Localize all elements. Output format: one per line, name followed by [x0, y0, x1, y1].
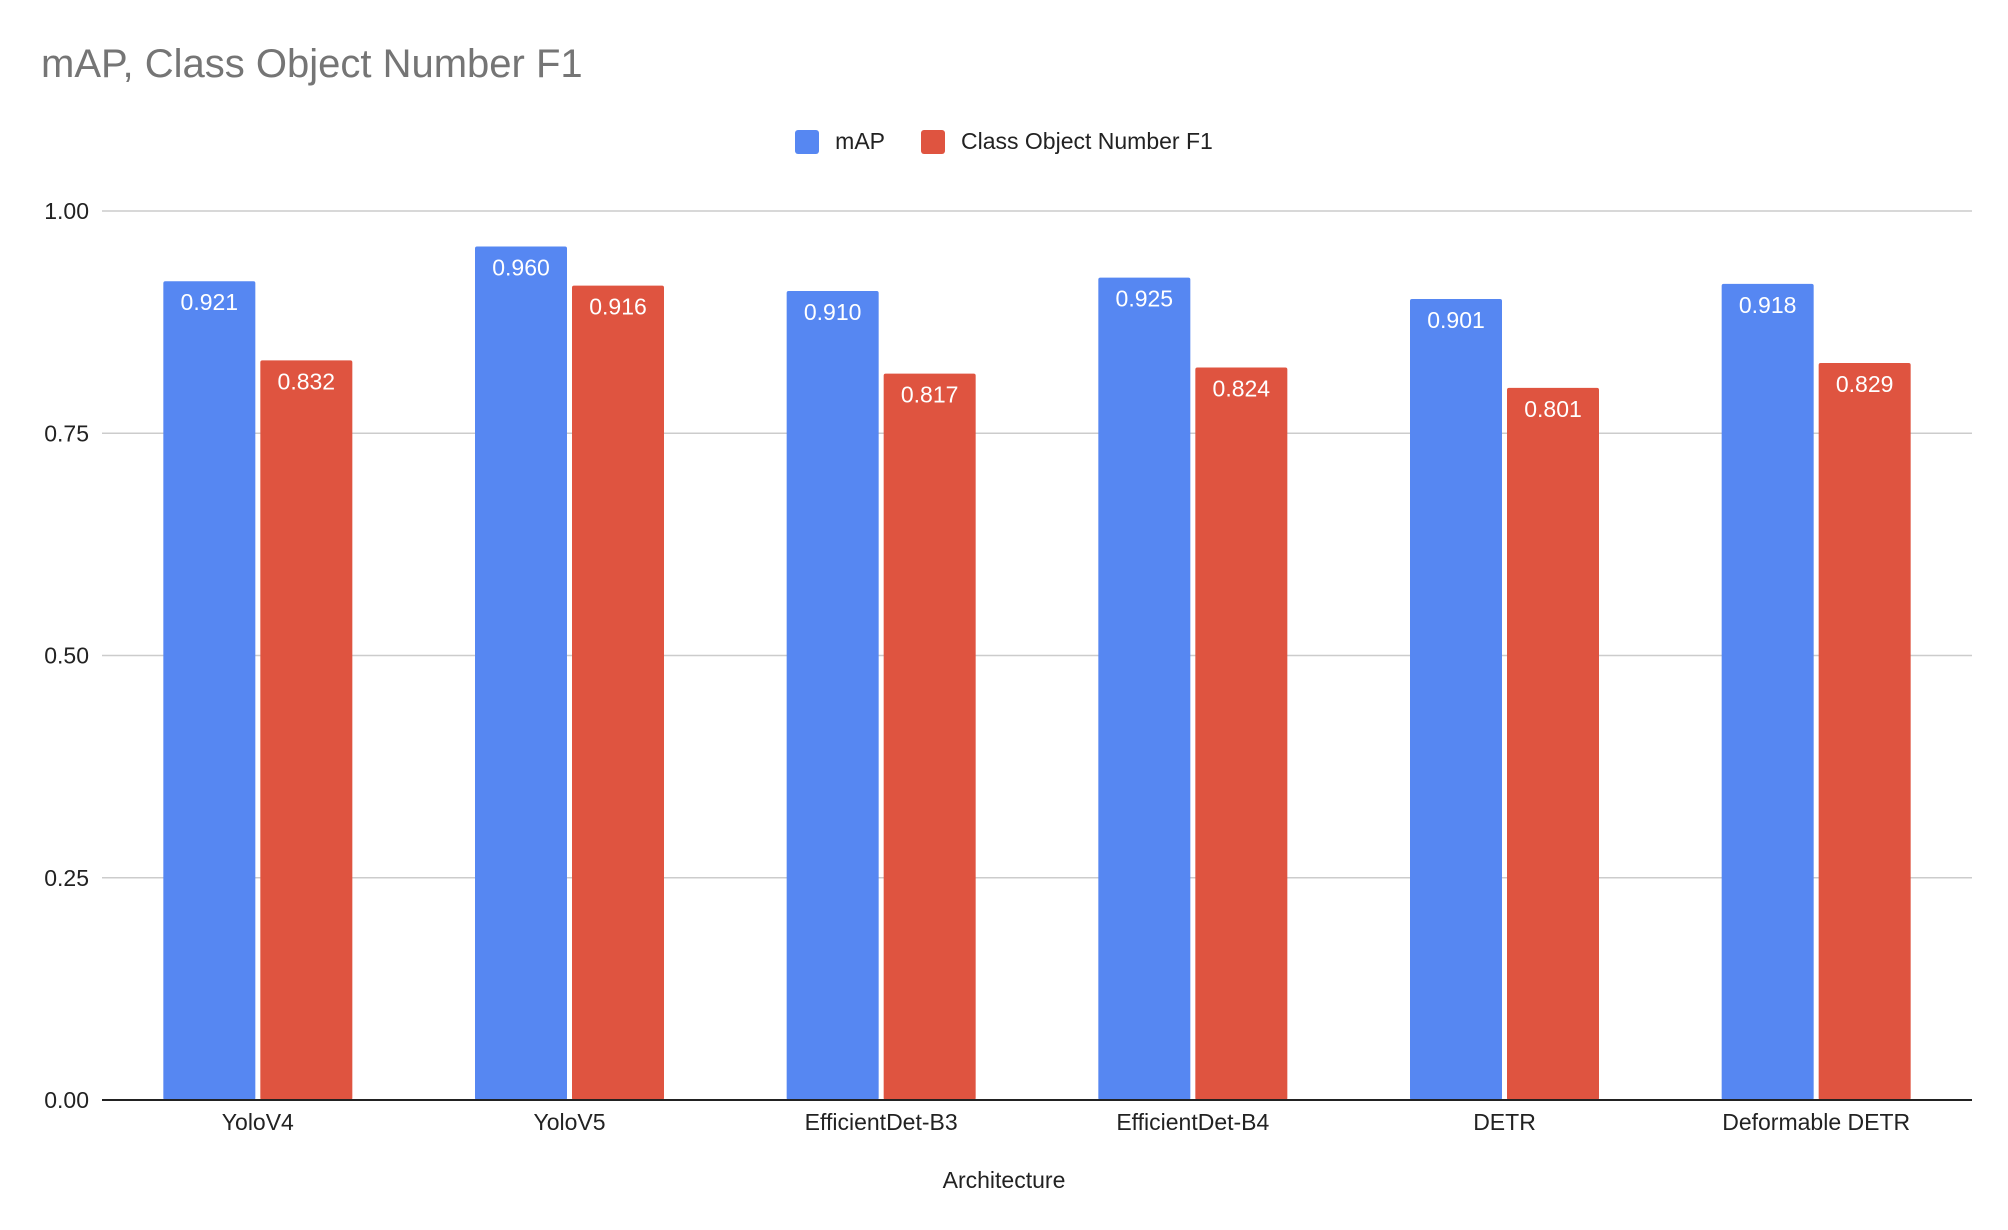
- data-label: 0.801: [1524, 396, 1582, 422]
- x-tick-label: DETR: [1473, 1109, 1536, 1135]
- bar-map: [1098, 277, 1191, 1100]
- bar-map: [163, 281, 256, 1101]
- legend-label-f1: Class Object Number F1: [961, 128, 1213, 154]
- x-tick-label: YoloV4: [222, 1109, 294, 1135]
- data-label: 0.918: [1739, 292, 1797, 318]
- bar-f1: [1507, 387, 1599, 1100]
- bar-f1: [1818, 363, 1911, 1100]
- data-label: 0.910: [804, 299, 862, 325]
- legend: mAP Class Object Number F1: [0, 128, 2008, 155]
- data-label: 0.960: [492, 255, 550, 281]
- data-label: 0.916: [589, 294, 647, 320]
- x-tick-label: EfficientDet-B3: [805, 1109, 958, 1135]
- y-tick-label: 0.50: [44, 643, 89, 669]
- data-label: 0.832: [278, 368, 336, 394]
- chart-title: mAP, Class Object Number F1: [41, 42, 583, 86]
- bar-f1: [572, 285, 664, 1100]
- bar-map: [1410, 299, 1502, 1100]
- y-tick-label: 0.00: [44, 1087, 89, 1113]
- data-label: 0.829: [1836, 371, 1894, 397]
- data-label: 0.921: [181, 289, 239, 315]
- y-tick-label: 0.75: [44, 420, 89, 446]
- legend-item-f1[interactable]: Class Object Number F1: [921, 128, 1213, 155]
- bar-map: [786, 291, 879, 1100]
- legend-label-map: mAP: [835, 128, 886, 154]
- data-label: 0.824: [1213, 375, 1271, 401]
- y-tick-label: 1.00: [44, 198, 89, 224]
- legend-item-map[interactable]: mAP: [795, 128, 885, 155]
- data-label: 0.925: [1116, 286, 1174, 312]
- data-label: 0.901: [1427, 307, 1485, 333]
- legend-swatch-map: [795, 129, 820, 154]
- x-axis-title: Architecture: [942, 1167, 1066, 1193]
- bar-f1: [1195, 367, 1288, 1100]
- x-tick-label: YoloV5: [533, 1109, 605, 1135]
- x-tick-label: Deformable DETR: [1722, 1109, 1910, 1135]
- bar-f1: [260, 360, 353, 1100]
- legend-swatch-f1: [921, 129, 946, 154]
- bar-map: [475, 246, 567, 1100]
- bar-map: [1721, 283, 1814, 1100]
- bar-f1: [883, 373, 976, 1100]
- data-label: 0.817: [901, 382, 959, 408]
- y-tick-label: 0.25: [44, 865, 89, 891]
- x-tick-label: EfficientDet-B4: [1116, 1109, 1269, 1135]
